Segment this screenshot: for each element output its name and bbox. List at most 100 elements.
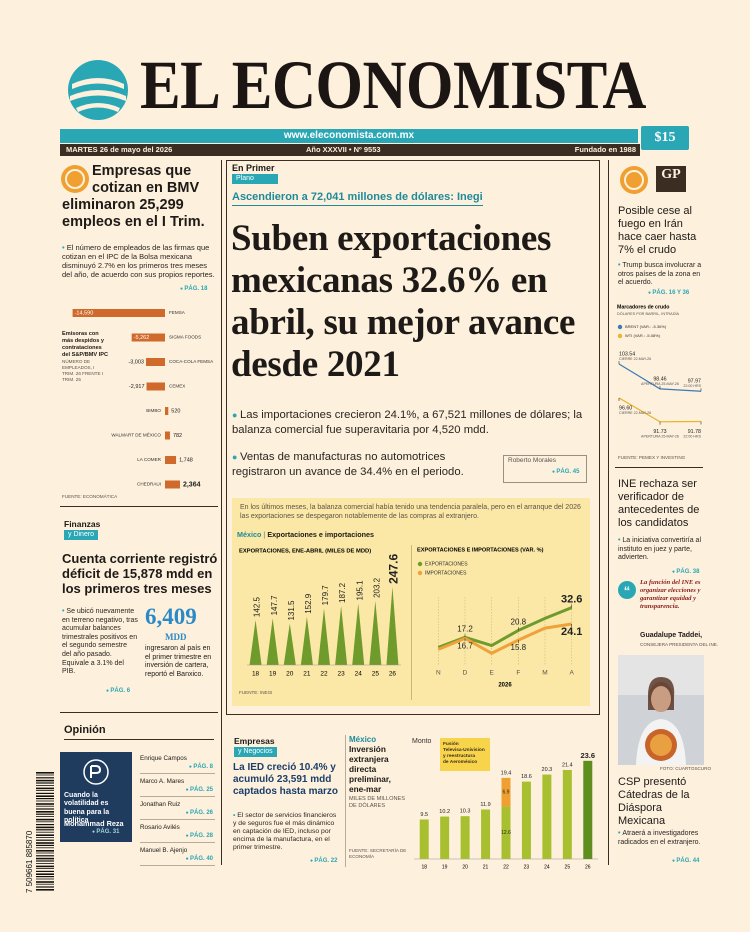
x-tick-label: 25 xyxy=(565,864,571,870)
bar xyxy=(583,760,593,859)
figure-text: ingresaron al país en el primer trimestr… xyxy=(145,645,212,678)
x-axis-label: 2026 xyxy=(498,683,512,689)
quote-role: CONSEJERA PRESIDENTA DEL INE. xyxy=(640,642,719,647)
chart-title: Emisoras con más despidos y contratacion… xyxy=(62,331,109,358)
brand-logo xyxy=(656,166,686,192)
barcode-bar xyxy=(36,798,54,800)
x-tick-label: 26 xyxy=(389,671,397,678)
bullet: Atraerá a investigadores radicados en el… xyxy=(618,830,702,847)
barcode-bar xyxy=(36,860,54,862)
barcode-bar xyxy=(36,821,54,823)
chart-subtitle: DÓLARES POR BARRIL, INTRADÍA xyxy=(617,311,679,316)
section-label: Finanzas xyxy=(64,519,101,529)
barcode-bar xyxy=(36,792,54,794)
x-tick-label: 20 xyxy=(462,864,468,870)
barcode-bar xyxy=(36,829,54,831)
chart: Monto Fusión Televisa-Univision y reestruct… xyxy=(412,738,598,870)
barcode: 7 509661 885870 xyxy=(25,772,54,893)
separator: | xyxy=(261,530,268,539)
quote-icon: “ xyxy=(618,581,636,599)
category-label: LA COMER xyxy=(137,457,161,462)
quote: La función del INE es organizar eleccion… xyxy=(640,579,701,610)
barcode-bar xyxy=(36,831,54,833)
columnist-name: Manuel B. Ajenjo xyxy=(140,847,188,854)
section-logo xyxy=(620,166,648,194)
chart: EXPORTACIONES, ENE-ABRIL (MILES DE MDD) 1… xyxy=(239,549,401,695)
value-label: 98.46 xyxy=(653,376,666,382)
value-label: 16.7 xyxy=(457,641,473,650)
chart-subtitle: NÚMERO DE EMPLEADOS, I TRIM. 26 FRENTE I… xyxy=(62,359,104,382)
barcode-bar xyxy=(36,873,54,875)
bar xyxy=(481,809,491,859)
barcode-bar xyxy=(36,878,54,880)
annotation-box xyxy=(440,738,490,771)
section-logo xyxy=(61,165,89,193)
column-rule xyxy=(608,160,609,865)
category-label: CEMEX xyxy=(169,384,185,389)
value-label: 9.5 xyxy=(420,812,428,818)
barcode-bar xyxy=(36,779,54,782)
x-tick-label: 23 xyxy=(337,671,345,678)
barcode-bar xyxy=(36,824,54,826)
bar xyxy=(542,774,552,859)
columnist: Enrique CamposPÁG. 8 xyxy=(140,752,215,774)
legend-label: WTI (VAR.: -5.08%) xyxy=(625,333,661,338)
page-ref: PÁG. 26 xyxy=(186,810,213,816)
bar xyxy=(501,777,511,807)
chart-intro: En los últimos meses, la balanza comerci… xyxy=(240,504,581,520)
value-label: 15.8 xyxy=(511,643,527,652)
annotation: Fusión Televisa-Univision y reestructura de… xyxy=(443,741,485,765)
category-label: WALMART DE MÉXICO xyxy=(111,432,161,438)
legend-label: BRENT (VAR.: -5.36%) xyxy=(625,324,667,329)
series-line xyxy=(618,397,702,423)
value-label: 147.7 xyxy=(270,595,279,616)
barcode-bar xyxy=(36,855,54,857)
page-ref: PÁG. 38 xyxy=(672,569,699,575)
value-label: 91.73 xyxy=(653,429,666,435)
x-tick-label: 21 xyxy=(483,864,489,870)
bar xyxy=(266,618,279,665)
chart-caption: México Inversión extranjera directa prel… xyxy=(349,735,409,810)
chart-title: EXPORTACIONES E IMPORTACIONES (VAR. %) xyxy=(417,547,544,553)
figure: 6,409 xyxy=(145,604,197,629)
bar xyxy=(386,586,399,665)
bullet: Se ubicó nuevamente en terreno negativo,… xyxy=(62,608,138,677)
x-tick-label: N xyxy=(436,670,441,677)
barcode-bar xyxy=(36,805,54,807)
value-label: 91.78 xyxy=(688,429,701,435)
barcode-bar xyxy=(36,790,54,791)
bar xyxy=(165,407,169,415)
page-ref: PÁG. 8 xyxy=(189,764,213,770)
barcode-bar xyxy=(36,839,54,841)
brand-text: GP xyxy=(661,167,681,182)
value-label: 131.5 xyxy=(287,600,296,621)
divider xyxy=(411,545,412,700)
columnist: Rosario Avilés PÁG. 28 xyxy=(140,821,215,843)
columnist-name: Jonathan Ruiz xyxy=(140,801,181,808)
value-label: 152.9 xyxy=(304,593,313,614)
chart-heading: México | Exportaciones e importaciones xyxy=(237,530,374,539)
barcode-bar xyxy=(36,863,54,864)
bullet: El número de empleados de las firmas que… xyxy=(62,243,216,279)
value-label: 520 xyxy=(171,408,180,414)
x-tick-label: 18 xyxy=(421,864,427,870)
featured-headline: Cuando la volatilidad es buena para la p… xyxy=(64,792,110,825)
barcode-bar xyxy=(36,852,54,854)
column-rule xyxy=(221,160,222,865)
legend-swatch xyxy=(417,561,423,567)
page-ref: PÁG. 45 xyxy=(552,469,579,475)
value-label: 97.97 xyxy=(688,379,701,385)
x-tick-label: 19 xyxy=(269,671,277,678)
value-label: 96.60 xyxy=(619,405,632,411)
barcode-bar xyxy=(36,772,54,774)
masthead-url: www.eleconomista.com.mx xyxy=(283,130,415,141)
value-label: 6.9 xyxy=(503,790,510,796)
point-label: 22:00 HRS xyxy=(683,384,701,388)
byline: Roberto Morales xyxy=(508,457,557,464)
barcode-bar xyxy=(36,816,54,817)
bar xyxy=(165,431,170,440)
category-label: BIMBO xyxy=(146,408,161,413)
x-tick-label: 20 xyxy=(286,671,294,678)
value-label: 18.6 xyxy=(521,774,532,780)
